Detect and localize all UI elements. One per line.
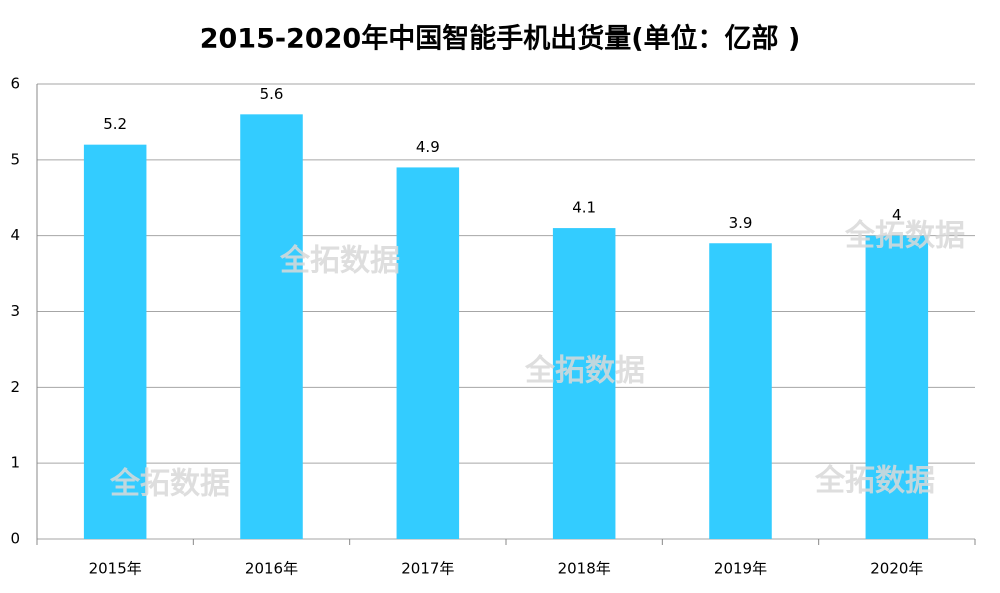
bar (240, 114, 303, 539)
x-tick-label: 2018年 (558, 560, 611, 578)
watermark: 全拓数据 (814, 464, 935, 499)
value-label: 5.2 (103, 115, 127, 133)
y-tick-label: 2 (10, 378, 20, 396)
value-label: 4.9 (416, 138, 440, 156)
chart-title: 2015-2020年中国智能手机出货量(单位：亿部 ) (200, 23, 801, 55)
bar (83, 144, 147, 539)
watermark: 全拓数据 (844, 219, 965, 254)
x-tick-label: 2016年 (245, 560, 298, 578)
x-tick-label: 2020年 (870, 560, 923, 578)
bar (552, 228, 616, 540)
value-label: 5.6 (260, 85, 284, 103)
value-label: 4.1 (572, 199, 596, 217)
bar (396, 167, 460, 539)
value-label: 3.9 (729, 214, 753, 232)
y-tick-label: 4 (10, 226, 20, 244)
x-tick-label: 2015年 (89, 560, 142, 578)
watermark: 全拓数据 (524, 354, 645, 389)
bar (709, 243, 772, 539)
watermark: 全拓数据 (279, 244, 400, 279)
y-tick-label: 3 (10, 302, 20, 320)
x-tick-label: 2019年 (714, 560, 767, 578)
watermark: 全拓数据 (109, 467, 230, 502)
value-label: 4 (892, 206, 902, 224)
y-tick-label: 1 (10, 454, 20, 472)
bar (865, 235, 929, 539)
y-tick-label: 6 (10, 75, 20, 93)
y-tick-label: 0 (10, 530, 20, 548)
y-tick-label: 5 (10, 150, 20, 168)
x-tick-label: 2017年 (401, 560, 454, 578)
